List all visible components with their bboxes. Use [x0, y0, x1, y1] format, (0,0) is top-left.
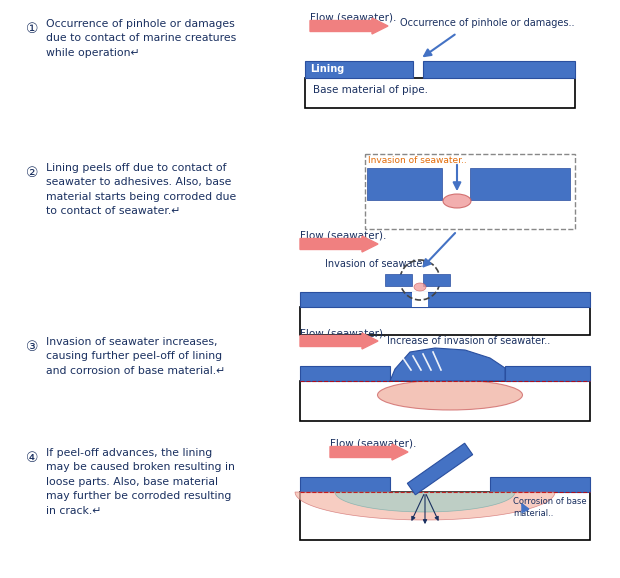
Bar [300, 292, 590, 307]
Text: Invasion of seawater: Invasion of seawater [325, 259, 427, 269]
Bar [412, 292, 428, 307]
Text: If peel-off advances, the lining
may be caused broken resulting in
loose parts. : If peel-off advances, the lining may be … [46, 448, 235, 516]
Polygon shape [407, 443, 472, 495]
Text: Lining peels off due to contact of
seawater to adhesives. Also, base
material st: Lining peels off due to contact of seawa… [46, 163, 236, 216]
Bar [305, 61, 413, 78]
Ellipse shape [443, 194, 471, 208]
Bar [300, 307, 590, 335]
Text: Flow (seawater).: Flow (seawater). [300, 230, 386, 240]
Text: Occurrence of pinhole or damages..: Occurrence of pinhole or damages.. [400, 18, 575, 28]
Text: Occurrence of pinhole or damages
due to contact of marine creatures
while operat: Occurrence of pinhole or damages due to … [46, 19, 236, 58]
Ellipse shape [414, 283, 426, 291]
Bar [365, 154, 575, 229]
Ellipse shape [378, 380, 523, 410]
Bar [423, 274, 450, 286]
Text: ①: ① [26, 22, 38, 36]
FancyArrow shape [300, 236, 378, 252]
Bar [385, 274, 412, 286]
Bar [490, 477, 590, 492]
Polygon shape [295, 492, 555, 520]
FancyArrow shape [330, 444, 408, 460]
Polygon shape [390, 348, 505, 381]
Text: Flow (seawater).: Flow (seawater). [330, 439, 417, 449]
Text: Invasion of seawater..: Invasion of seawater.. [368, 156, 467, 165]
Text: Lining: Lining [310, 64, 344, 74]
Bar [367, 168, 442, 200]
Text: Base material of pipe.: Base material of pipe. [313, 85, 428, 95]
Bar [300, 492, 590, 540]
FancyArrow shape [300, 333, 378, 349]
Text: ③: ③ [26, 340, 38, 354]
Polygon shape [335, 492, 515, 512]
Bar [470, 168, 570, 200]
Text: ②: ② [26, 166, 38, 180]
FancyArrow shape [310, 18, 388, 34]
Bar [300, 366, 390, 381]
Text: Increase of invasion of seawater..: Increase of invasion of seawater.. [387, 336, 551, 346]
Text: Flow (seawater).: Flow (seawater). [300, 328, 386, 338]
Text: Flow (seawater).: Flow (seawater). [310, 13, 396, 23]
Bar [300, 477, 390, 492]
Bar [305, 78, 575, 108]
Text: Invasion of seawater increases,
causing further peel-off of lining
and corrosion: Invasion of seawater increases, causing … [46, 337, 225, 376]
Bar [300, 381, 590, 421]
Bar [505, 366, 590, 381]
Bar [423, 61, 575, 78]
Text: Corrosion of base
material..: Corrosion of base material.. [513, 497, 587, 518]
Text: ④: ④ [26, 451, 38, 465]
